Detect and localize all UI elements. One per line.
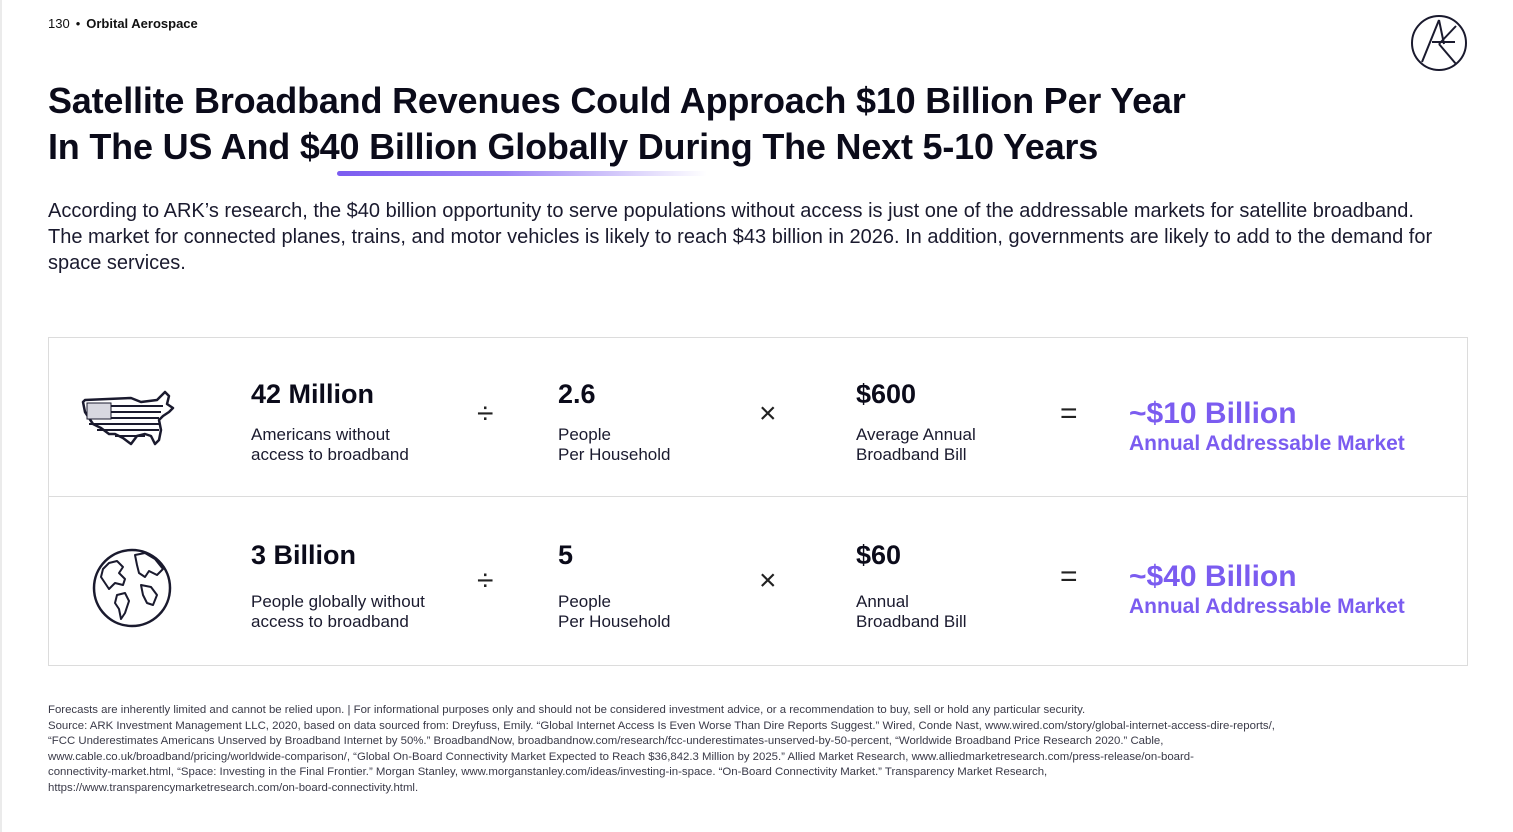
page-title: Satellite Broadband Revenues Could Appro…	[48, 78, 1348, 170]
intro-paragraph: According to ARK’s research, the $40 bil…	[48, 200, 1433, 274]
page-number: 130	[48, 16, 70, 31]
page-edge	[0, 0, 2, 832]
multiply-operator: ×	[759, 397, 777, 430]
row1-people-value: 2.6	[558, 379, 596, 409]
row1-households-label: Americans without access to broadband	[251, 425, 409, 464]
row-divider	[49, 496, 1467, 497]
calculation-panel: 42 Million Americans without access to b…	[48, 337, 1468, 666]
title-line-1: Satellite Broadband Revenues Could Appro…	[48, 80, 1186, 121]
header-separator: •	[75, 16, 81, 31]
row2-result-label: Annual Addressable Market	[1129, 595, 1405, 618]
globe-icon	[92, 548, 172, 628]
page-header: 130 • Orbital Aerospace	[48, 16, 198, 31]
row2-result: ~$40 Billion Annual Addressable Market	[1129, 560, 1405, 620]
row1-bill-label: Average Annual Broadband Bill	[856, 425, 976, 464]
row1-people-label: People Per Household	[558, 425, 671, 464]
row2-bill-label: Annual Broadband Bill	[856, 592, 967, 631]
global-market-row: 3 Billion People globally without access…	[49, 497, 1467, 665]
row1-households-value: 42 Million	[251, 379, 375, 409]
source-footnote: Forecasts are inherently limited and can…	[48, 704, 1275, 794]
equals-operator: =	[1060, 397, 1078, 430]
row1-result-value: ~$10 Billion	[1129, 397, 1297, 430]
row1-result-label: Annual Addressable Market	[1129, 432, 1405, 455]
divide-operator: ÷	[477, 397, 494, 430]
us-market-row: 42 Million Americans without access to b…	[49, 338, 1467, 496]
title-underline	[337, 171, 707, 176]
us-flag-map-icon	[81, 390, 175, 446]
row2-people-value: 5	[558, 540, 574, 570]
row2-result-value: ~$40 Billion	[1129, 560, 1297, 593]
row2-bill-value: $60	[856, 540, 902, 570]
row2-households-value: 3 Billion	[251, 540, 357, 570]
title-line-2: In The US And $40 Billion Globally Durin…	[48, 126, 1099, 167]
row1-bill-value: $600	[856, 379, 917, 409]
row2-households-label: People globally without access to broadb…	[251, 592, 425, 631]
equals-operator: =	[1060, 560, 1078, 593]
divide-operator: ÷	[477, 564, 494, 597]
ark-logo-icon	[1411, 15, 1467, 71]
row2-people-label: People Per Household	[558, 592, 671, 631]
row1-result: ~$10 Billion Annual Addressable Market	[1129, 397, 1405, 457]
multiply-operator: ×	[759, 564, 777, 597]
section-name: Orbital Aerospace	[86, 16, 198, 31]
